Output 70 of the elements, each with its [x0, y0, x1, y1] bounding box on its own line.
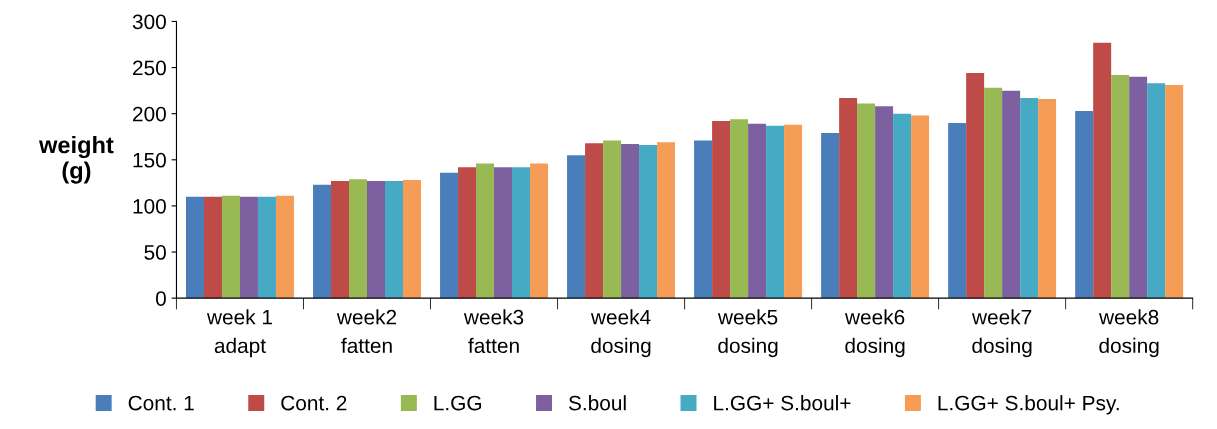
legend-label: Cont. 1 [128, 395, 194, 411]
bar [257, 196, 276, 299]
bar [530, 163, 549, 299]
bar [349, 179, 367, 299]
bar [730, 119, 749, 299]
bar [494, 167, 513, 299]
bar [748, 123, 767, 299]
x-tick-label: week3 fatten [463, 309, 524, 354]
legend-label: S.boul [568, 395, 626, 411]
bar [1129, 76, 1148, 299]
bar [275, 195, 294, 299]
bar [185, 196, 204, 299]
bar [984, 87, 1003, 299]
bar [512, 167, 531, 299]
bar [893, 113, 912, 299]
x-tick-label: week4 dosing [590, 309, 651, 358]
bar [911, 115, 930, 299]
x-tick-label: week7 dosing [971, 309, 1032, 358]
bar [784, 124, 803, 299]
bar [476, 163, 495, 299]
x-tick-label: week8 dosing [1099, 309, 1159, 358]
bar [1165, 85, 1184, 299]
bar [1038, 98, 1057, 299]
y-tick-label: 200 [133, 106, 166, 122]
bar [1147, 83, 1166, 299]
bar [385, 181, 403, 299]
bar [458, 167, 477, 299]
y-tick-label: 100 [133, 198, 166, 214]
bar [221, 195, 240, 299]
bar [857, 103, 876, 299]
bar [239, 196, 258, 299]
bar [331, 181, 350, 299]
bar [313, 184, 332, 299]
bar [966, 73, 985, 299]
x-tick-label: week 1 adapt [206, 309, 272, 358]
bar [1002, 90, 1021, 299]
bar [875, 106, 894, 299]
y-axis-title: weight (g) [38, 135, 114, 184]
y-tick-label: 250 [133, 60, 166, 76]
y-tick-label: 0 [155, 291, 166, 306]
bar [567, 155, 586, 299]
bar [402, 180, 421, 299]
bar [1020, 98, 1039, 299]
y-tick-label: 150 [133, 152, 166, 168]
legend-label: L.GG+ S.boul+ [714, 395, 851, 411]
bar [1093, 42, 1112, 299]
bar [1111, 74, 1130, 299]
bar [1075, 110, 1094, 299]
bar [203, 196, 222, 299]
bar [585, 143, 604, 299]
bar [766, 125, 785, 299]
legend-label: L.GG [434, 395, 482, 411]
x-tick-label: week6 dosing [844, 309, 905, 358]
bar [694, 140, 713, 299]
bar [839, 98, 858, 299]
bar [367, 181, 385, 299]
bar [603, 140, 622, 299]
bar [948, 122, 967, 299]
legend-label: Cont. 2 [281, 395, 347, 411]
bar [440, 172, 459, 299]
bar [657, 142, 676, 299]
x-tick-label: week5 dosing [717, 309, 778, 358]
bar [712, 121, 731, 299]
bar [621, 144, 640, 299]
x-tick-label: week2 fatten [336, 309, 397, 354]
bar [821, 133, 840, 299]
y-tick-label: 300 [132, 14, 166, 30]
legend-label: L.GG+ S.boul+ Psy. [938, 395, 1119, 415]
y-tick-label: 50 [144, 245, 166, 260]
bar [639, 145, 658, 299]
